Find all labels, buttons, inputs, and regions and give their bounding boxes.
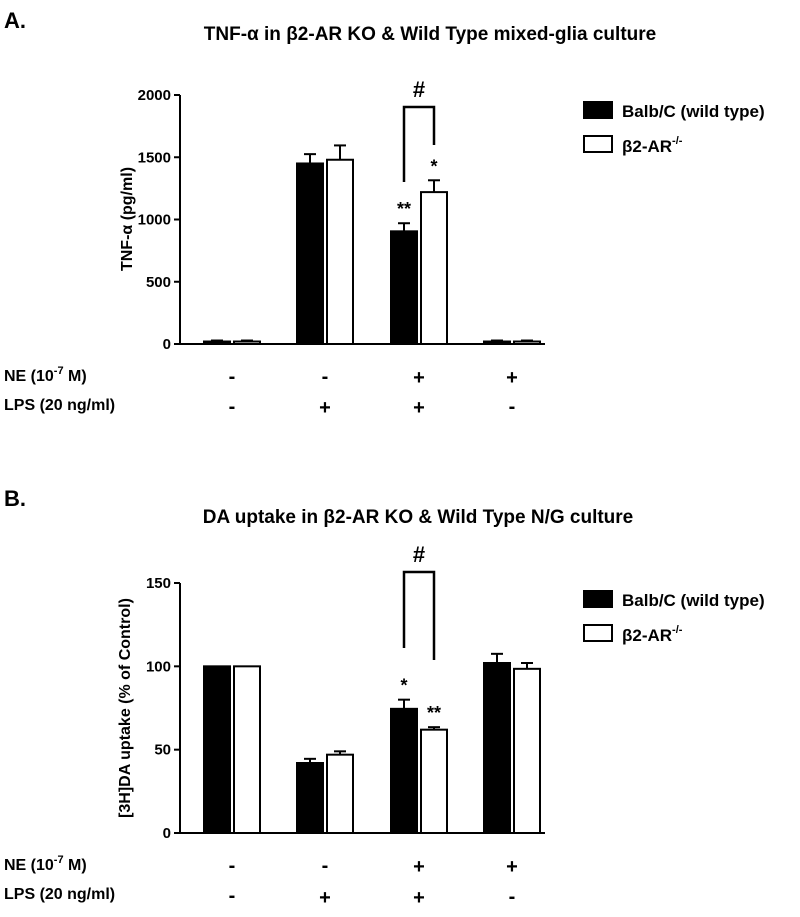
comparison-mark: # <box>413 542 425 567</box>
ne-sign: - <box>322 366 329 388</box>
y-tick-label: 1500 <box>138 149 171 166</box>
y-tick-label: 0 <box>163 336 171 353</box>
ne-sign: + <box>506 856 518 878</box>
ne-sign: - <box>322 855 329 877</box>
row-label-ne: NE (10-7 M) <box>4 854 87 874</box>
bar-knockout <box>513 340 541 346</box>
legend-label-wild-type: Balb/C (wild type) <box>622 102 765 121</box>
legend-swatch-wild-type <box>583 590 613 608</box>
legend-swatch-wild-type <box>583 101 613 119</box>
lps-sign: - <box>229 396 236 418</box>
bar-wild-type <box>203 665 231 834</box>
panel-a-legend: Balb/C (wild type) β2-AR-/- <box>583 101 765 156</box>
bar-wild-type <box>390 230 418 345</box>
panel-a-condition-table: NE (10-7 M) LPS (20 ng/ml) - - + + - + +… <box>4 365 518 419</box>
bar-wild-type <box>483 340 511 346</box>
panel-b-y-axis-label: [3H]DA uptake (% of Control) <box>117 598 134 818</box>
row-label-lps: LPS (20 ng/ml) <box>4 886 115 903</box>
legend-label-knockout: β2-AR-/- <box>622 135 683 156</box>
y-tick-label: 100 <box>146 658 171 675</box>
y-tick-label: 1000 <box>138 212 171 229</box>
legend-label-knockout: β2-AR-/- <box>622 624 683 645</box>
comparison-bracket <box>402 105 436 182</box>
comparison-mark: # <box>413 77 425 102</box>
bar-knockout <box>513 667 541 834</box>
panel-a-title: TNF-α in β2-AR KO & Wild Type mixed-glia… <box>204 24 656 45</box>
row-label-ne: NE (10-7 M) <box>4 365 87 385</box>
comparison-bracket <box>402 570 436 660</box>
significance-mark: * <box>400 676 407 696</box>
bar-knockout <box>326 753 354 835</box>
bar-wild-type <box>296 762 324 834</box>
panel-b-legend: Balb/C (wild type) β2-AR-/- <box>583 590 765 645</box>
bar-knockout <box>326 158 354 345</box>
significance-mark: * <box>430 156 437 176</box>
bar-knockout <box>420 728 448 835</box>
ne-sign: + <box>506 367 518 389</box>
panel-b-condition-table: NE (10-7 M) LPS (20 ng/ml) - - + + - + +… <box>4 854 518 909</box>
legend-label-wild-type: Balb/C (wild type) <box>622 591 765 610</box>
panel-a: A. TNF-α in β2-AR KO & Wild Type mixed-g… <box>4 8 765 419</box>
lps-sign: - <box>509 396 516 418</box>
lps-sign: + <box>319 397 331 419</box>
lps-sign: + <box>413 397 425 419</box>
ne-sign: - <box>229 366 236 388</box>
lps-sign: - <box>509 886 516 908</box>
y-tick-label: 50 <box>154 742 171 759</box>
bar-knockout <box>233 340 261 346</box>
lps-sign: + <box>413 887 425 909</box>
lps-sign: + <box>319 887 331 909</box>
row-label-lps: LPS (20 ng/ml) <box>4 397 115 414</box>
bar-wild-type <box>203 340 231 346</box>
ne-sign: + <box>413 367 425 389</box>
panel-b-title: DA uptake in β2-AR KO & Wild Type N/G cu… <box>203 507 634 528</box>
y-tick-label: 150 <box>146 575 171 592</box>
y-tick-label: 500 <box>146 274 171 291</box>
ne-sign: + <box>413 856 425 878</box>
bar-wild-type <box>483 662 511 834</box>
panel-a-y-axis-label: TNF-α (pg/ml) <box>119 167 136 271</box>
significance-mark: ** <box>427 703 441 723</box>
bar-wild-type <box>296 162 324 345</box>
bar-knockout <box>420 191 448 345</box>
y-tick-label: 0 <box>163 825 171 842</box>
lps-sign: - <box>229 885 236 907</box>
panel-a-letter: A. <box>4 8 26 33</box>
legend-swatch-knockout <box>583 135 613 153</box>
ne-sign: - <box>229 855 236 877</box>
bar-knockout <box>233 665 261 834</box>
bar-wild-type <box>390 707 418 834</box>
panel-b-letter: B. <box>4 486 26 511</box>
legend-swatch-knockout <box>583 624 613 642</box>
y-tick-label: 2000 <box>138 87 171 104</box>
significance-mark: ** <box>397 199 411 219</box>
panel-b: B. DA uptake in β2-AR KO & Wild Type N/G… <box>4 486 765 909</box>
